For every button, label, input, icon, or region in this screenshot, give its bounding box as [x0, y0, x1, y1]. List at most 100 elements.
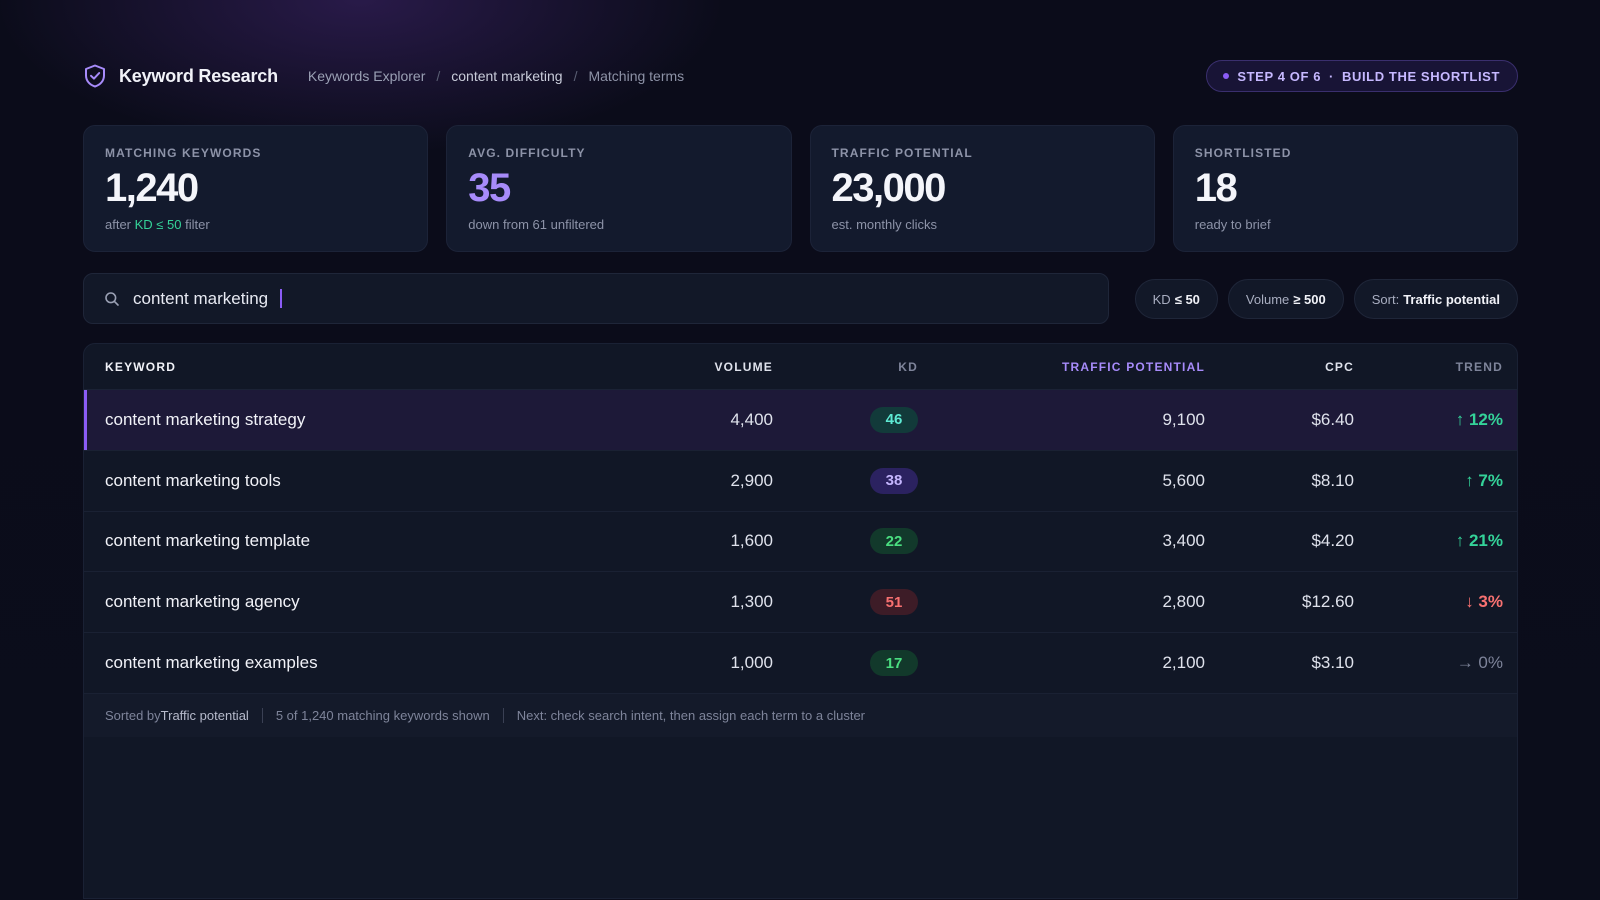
keyword-cell: content marketing agency	[105, 592, 300, 612]
footer-next-step: Next: check search intent, then assign e…	[516, 707, 866, 723]
stat-card-avg-difficulty: AVG. DIFFICULTY 35 down from 61 unfilter…	[446, 125, 792, 252]
kd-cell: 17	[773, 650, 918, 677]
stat-subtext-suffix: filter	[181, 217, 210, 232]
breadcrumb-separator: /	[573, 68, 578, 84]
filter-volume-label: Volume	[1245, 291, 1290, 307]
footer-sorted-prefix: Sorted by	[105, 707, 161, 723]
stat-subtext: est. monthly clicks	[831, 217, 937, 232]
kd-badge: 51	[870, 589, 918, 616]
trend-cell: → 0%	[1456, 653, 1503, 673]
step-title: BUILD THE SHORTLIST	[1341, 68, 1500, 84]
table-row[interactable]: content marketing template 1,600 22 3,40…	[84, 512, 1517, 573]
breadcrumb: Keywords Explorer / content marketing / …	[308, 68, 684, 84]
filter-volume-chip[interactable]: Volume ≥ 500	[1227, 279, 1344, 319]
step-dot-icon	[1223, 73, 1230, 79]
column-header-trend[interactable]: TREND	[1455, 359, 1503, 374]
app-header: Keyword Research Keywords Explorer / con…	[83, 58, 1518, 94]
kd-cell: 38	[773, 467, 918, 494]
filter-volume-value: ≥ 500	[1293, 291, 1326, 307]
step-count: STEP 4 OF 6	[1237, 68, 1322, 84]
stat-label: SHORTLISTED	[1194, 146, 1292, 160]
trend-cell: ↓ 3%	[1465, 592, 1503, 612]
footer-count: 5 of 1,240 matching keywords shown	[275, 707, 490, 723]
kd-badge: 22	[870, 528, 918, 555]
breadcrumb-matching-terms: Matching terms	[588, 68, 685, 84]
keyword-cell: content marketing examples	[105, 653, 318, 673]
volume-cell: 1,000	[730, 653, 773, 673]
stat-label: AVG. DIFFICULTY	[468, 146, 586, 160]
traffic-potential-cell: 5,600	[1162, 470, 1205, 490]
cpc-cell: $4.20	[1311, 531, 1354, 551]
stat-subtext: down from 61 unfiltered	[468, 217, 605, 232]
kd-badge: 17	[870, 650, 918, 677]
keywords-table: KEYWORD VOLUME KD TRAFFIC POTENTIAL CPC …	[83, 343, 1518, 899]
stat-subtext: ready to brief	[1194, 217, 1271, 232]
column-header-cpc[interactable]: CPC	[1325, 359, 1354, 374]
traffic-potential-cell: 3,400	[1162, 531, 1205, 551]
breadcrumb-query[interactable]: content marketing	[451, 68, 563, 84]
stat-label: MATCHING KEYWORDS	[105, 146, 262, 160]
search-input[interactable]: content marketing	[83, 273, 1109, 324]
volume-cell: 1,300	[730, 592, 773, 612]
filter-kd-chip[interactable]: KD ≤ 50	[1134, 279, 1218, 319]
breadcrumb-keywords-explorer[interactable]: Keywords Explorer	[307, 68, 426, 84]
sort-chip[interactable]: Sort: Traffic potential	[1353, 279, 1518, 319]
trend-cell: ↑ 12%	[1455, 409, 1503, 429]
stat-card-shortlisted: SHORTLISTED 18 ready to brief	[1172, 125, 1518, 252]
trend-cell: ↑ 7%	[1465, 470, 1503, 490]
table-row[interactable]: content marketing strategy 4,400 46 9,10…	[84, 390, 1517, 451]
table-row[interactable]: content marketing tools 2,900 38 5,600 $…	[84, 451, 1517, 512]
footer-divider	[502, 707, 504, 723]
stat-value: 23,000	[831, 166, 947, 210]
trend-cell: ↑ 21%	[1455, 531, 1503, 551]
footer-sorted-value: Traffic potential	[160, 707, 249, 723]
filter-chips: KD ≤ 50 Volume ≥ 500 Sort: Traffic potentia…	[1134, 279, 1518, 319]
stat-label: TRAFFIC POTENTIAL	[831, 146, 973, 160]
table-header: KEYWORD VOLUME KD TRAFFIC POTENTIAL CPC …	[84, 344, 1517, 390]
stat-value: 1,240	[105, 166, 199, 210]
traffic-potential-cell: 9,100	[1162, 409, 1205, 429]
filter-kd-value: ≤ 50	[1174, 291, 1200, 307]
text-cursor	[280, 289, 283, 308]
keyword-cell: content marketing tools	[105, 470, 281, 490]
keyword-cell: content marketing template	[105, 531, 311, 551]
volume-cell: 2,900	[730, 470, 773, 490]
keyword-cell: content marketing strategy	[105, 409, 306, 429]
stats-row: MATCHING KEYWORDS 1,240 after KD ≤ 50 fi…	[83, 125, 1518, 252]
table-footer: Sorted by Traffic potential 5 of 1,240 m…	[84, 693, 1517, 737]
cpc-cell: $6.40	[1311, 409, 1354, 429]
kd-badge: 38	[870, 467, 918, 494]
stat-subtext-highlight: KD ≤ 50	[134, 217, 182, 232]
search-query-text[interactable]: content marketing	[133, 288, 269, 308]
column-header-keyword[interactable]: KEYWORD	[105, 359, 177, 374]
volume-cell: 4,400	[730, 409, 773, 429]
app-title: Keyword Research	[119, 65, 278, 86]
column-header-volume[interactable]: VOLUME	[714, 359, 773, 374]
kd-cell: 51	[773, 589, 918, 616]
stat-value: 18	[1194, 166, 1238, 210]
breadcrumb-separator: /	[436, 68, 441, 84]
cpc-cell: $12.60	[1302, 592, 1354, 612]
traffic-potential-cell: 2,800	[1162, 592, 1205, 612]
kd-badge: 46	[870, 406, 918, 433]
stat-subtext-prefix: after	[105, 217, 135, 232]
column-header-kd[interactable]: KD	[898, 359, 918, 374]
stat-card-traffic-potential: TRAFFIC POTENTIAL 23,000 est. monthly cl…	[809, 125, 1155, 252]
footer-divider	[261, 707, 263, 723]
stat-value: 35	[468, 166, 511, 210]
kd-cell: 46	[773, 406, 918, 433]
kd-cell: 22	[773, 528, 918, 555]
traffic-potential-cell: 2,100	[1162, 653, 1205, 673]
volume-cell: 1,600	[730, 531, 773, 551]
step-separator: ·	[1329, 68, 1334, 84]
table-row[interactable]: content marketing agency 1,300 51 2,800 …	[84, 572, 1517, 634]
stat-subtext: after KD ≤ 50 filter	[105, 217, 406, 232]
table-row[interactable]: content marketing examples 1,000 17 2,10…	[84, 633, 1517, 694]
stat-card-matching-keywords: MATCHING KEYWORDS 1,240 after KD ≤ 50 fi…	[83, 125, 429, 252]
sort-value: Traffic potential	[1403, 291, 1500, 307]
cpc-cell: $8.10	[1311, 470, 1354, 490]
step-indicator: STEP 4 OF 6 · BUILD THE SHORTLIST	[1206, 60, 1518, 92]
sort-label: Sort:	[1371, 291, 1400, 307]
column-header-traffic-potential[interactable]: TRAFFIC POTENTIAL	[1061, 359, 1205, 374]
shield-check-icon	[83, 63, 107, 89]
